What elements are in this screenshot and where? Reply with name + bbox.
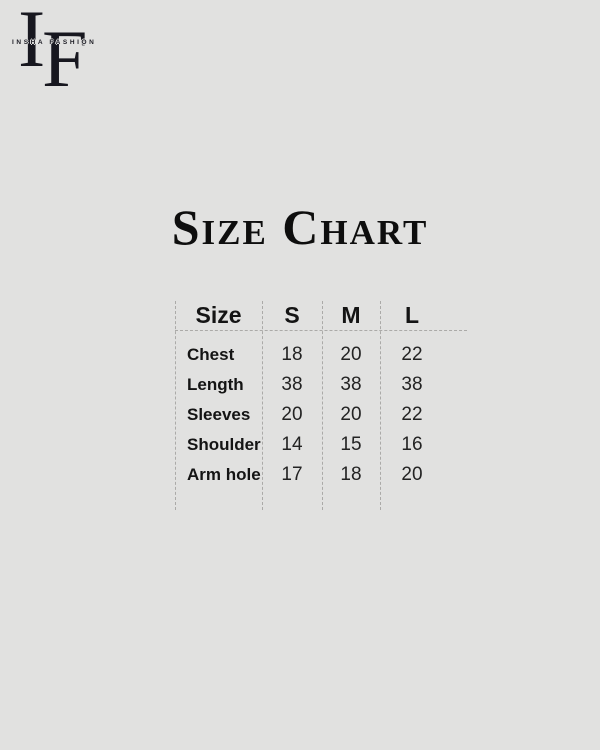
row-label: Arm hole: [187, 465, 261, 484]
table-column-divider-1: [262, 301, 263, 510]
table-column-divider-2: [322, 301, 323, 510]
cell-value: 20: [281, 404, 303, 425]
row-label: Chest: [187, 345, 235, 364]
column-header-size: Size: [195, 302, 242, 328]
row-label: Sleeves: [187, 405, 251, 424]
cell-value: 18: [340, 464, 362, 485]
table-row: Shoulder 14 15 16: [175, 430, 467, 460]
cell-value: 20: [340, 344, 362, 365]
table-row: Length 38 38 38: [175, 370, 467, 400]
cell-value: 16: [401, 434, 423, 455]
cell-value: 15: [340, 434, 362, 455]
table-row: Chest 18 20 22: [175, 340, 467, 370]
cell-value: 20: [340, 404, 362, 425]
size-table: Size S M L Chest 18 20 22 Length 38 38 3…: [175, 301, 467, 510]
page-title: Size Chart: [171, 199, 429, 255]
cell-value: 17: [281, 464, 303, 485]
cell-value: 14: [281, 434, 303, 455]
column-header-m: M: [341, 302, 361, 328]
table-column-divider-3: [380, 301, 381, 510]
cell-value: 20: [401, 464, 423, 485]
cell-value: 22: [401, 404, 423, 425]
table-row: Arm hole 17 18 20: [175, 460, 467, 490]
table-body: Chest 18 20 22 Length 38 38 38 Sleeves 2…: [175, 340, 467, 490]
table-header-row: Size S M L: [175, 301, 467, 330]
column-header-l: L: [404, 302, 420, 328]
cell-value: 38: [340, 374, 362, 395]
logo-letter-i: I: [18, 0, 46, 84]
brand-logo: I F INSHA FASHION: [10, 0, 120, 112]
brand-name: INSHA FASHION: [12, 39, 97, 46]
row-label: Shoulder: [187, 435, 261, 454]
cell-value: 38: [281, 374, 303, 395]
column-header-s: S: [284, 302, 300, 328]
cell-value: 38: [401, 374, 423, 395]
table-header-divider: [175, 330, 467, 331]
row-label: Length: [187, 375, 244, 394]
logo-letter-f: F: [42, 13, 88, 104]
table-row: Sleeves 20 20 22: [175, 400, 467, 430]
cell-value: 18: [281, 344, 303, 365]
cell-value: 22: [401, 344, 423, 365]
table-left-divider: [175, 301, 176, 510]
